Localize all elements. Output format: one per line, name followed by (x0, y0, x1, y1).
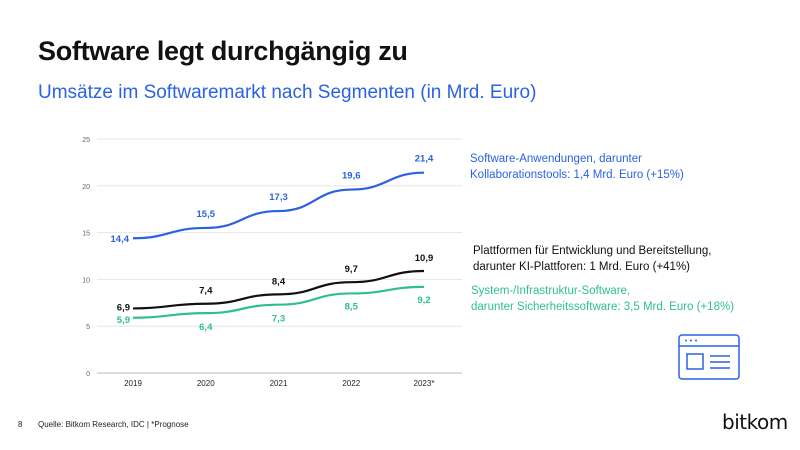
y-tick-label: 15 (82, 231, 90, 238)
data-label: 9,7 (345, 264, 358, 275)
series-line (132, 171, 425, 240)
legend-plattformen: Plattformen für Entwicklung und Bereitst… (473, 243, 711, 275)
y-tick-label: 0 (86, 371, 90, 378)
source-note: Quelle: Bitkom Research, IDC | *Prognose (38, 420, 189, 429)
legend-system-software: System-/Infrastruktur-Software, darunter… (471, 283, 734, 315)
legend-text: darunter Sicherheitssoftware: 3,5 Mrd. E… (471, 301, 735, 313)
data-label: 14,4 (111, 234, 130, 245)
slide-subtitle: Umsätze im Softwaremarkt nach Segmenten … (38, 82, 537, 103)
legend-text: darunter KI-Plattforen: 1 Mrd. Euro (+41… (473, 261, 691, 273)
data-label: 21,4 (415, 154, 434, 165)
data-label: 17,3 (269, 192, 288, 203)
legend-text: Kollaborationstools: 1,4 Mrd. Euro (+15%… (470, 169, 684, 181)
page-number: 8 (18, 420, 23, 429)
y-tick-label: 10 (82, 277, 90, 284)
series-line (132, 269, 425, 310)
x-tick-label: 2023* (414, 379, 435, 388)
data-label: 7,3 (272, 314, 285, 325)
data-label: 5,9 (117, 315, 130, 326)
y-tick-label: 20 (82, 184, 90, 191)
data-label: 6,9 (117, 302, 130, 313)
y-tick-label: 25 (82, 137, 90, 144)
legend-text: Plattformen für Entwicklung und Bereitst… (473, 245, 712, 257)
x-tick-label: 2021 (270, 379, 288, 388)
data-label: 8,5 (345, 301, 359, 312)
series-line (132, 285, 425, 319)
bitkom-logo: bitkom (722, 410, 788, 434)
x-tick-label: 2022 (342, 379, 360, 388)
slide-title: Software legt durchgängig zu (38, 36, 408, 66)
legend-text: Software-Anwendungen, darunter (470, 153, 642, 165)
data-label: 15,5 (197, 209, 216, 220)
data-label: 19,6 (342, 171, 361, 182)
data-label: 8,4 (272, 276, 286, 287)
data-label: 10,9 (415, 253, 434, 264)
legend-software-anwendungen: Software-Anwendungen, darunter Kollabora… (470, 151, 684, 183)
x-tick-label: 2019 (124, 379, 142, 388)
browser-window-icon (678, 334, 740, 380)
data-label: 6,4 (199, 322, 213, 333)
data-label: 9,2 (417, 295, 430, 306)
y-tick-label: 5 (86, 324, 90, 331)
legend-text: System-/Infrastruktur-Software, (471, 285, 631, 297)
x-tick-label: 2020 (197, 379, 215, 388)
data-label: 7,4 (199, 286, 213, 297)
